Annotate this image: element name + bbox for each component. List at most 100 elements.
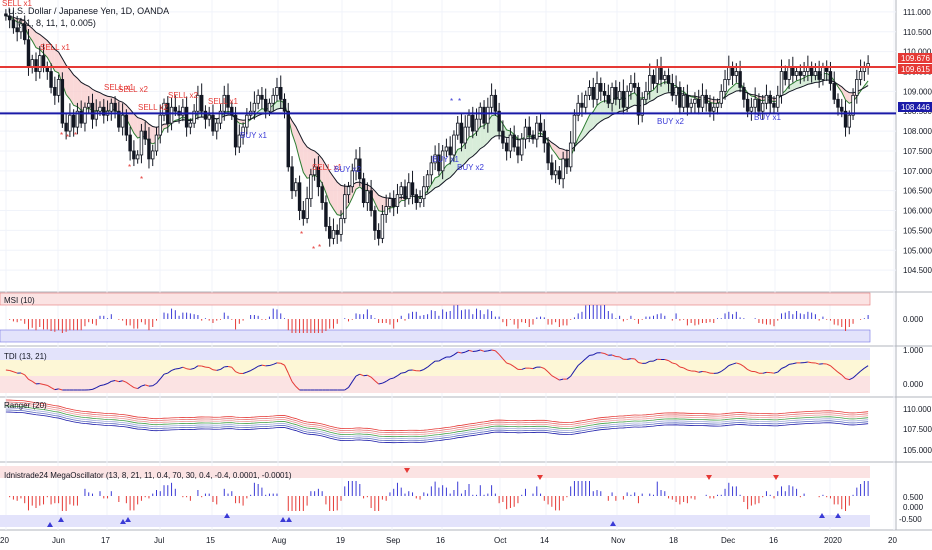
tdi-line-segment <box>675 363 681 368</box>
price-tick-label: 108.000 <box>903 127 932 136</box>
tdi-line-segment <box>777 368 782 373</box>
cloud-segment <box>811 74 816 84</box>
candle-body <box>188 122 193 128</box>
tdi-line-segment <box>653 358 658 362</box>
tdi-line-segment <box>374 380 379 385</box>
cloud-segment <box>66 65 70 100</box>
sell-signal: SELL x1 <box>312 163 342 172</box>
candle-body <box>162 102 166 116</box>
candle-body <box>715 102 720 108</box>
candle-body <box>203 110 208 120</box>
candle-body <box>452 134 456 156</box>
candle-body <box>828 71 833 84</box>
mega-oscillator-pane <box>0 466 870 527</box>
candle-body <box>625 90 629 108</box>
tdi-line-segment <box>190 367 195 370</box>
candle-body <box>331 230 336 239</box>
time-tick-label: Jul <box>154 536 164 545</box>
candle-body <box>557 170 562 180</box>
candle-body <box>211 114 215 132</box>
cloud-segment <box>77 78 82 111</box>
tdi-line-segment <box>453 351 458 356</box>
ranger-band-line <box>5 399 869 432</box>
tdi-line-segment <box>600 352 605 354</box>
candle-body <box>527 126 531 136</box>
cloud-segment <box>51 44 55 72</box>
candle-body <box>279 86 283 100</box>
candle-body <box>568 142 573 168</box>
cloud-segment <box>480 125 485 149</box>
tdi-line-segment <box>589 354 594 356</box>
tdi-line-segment <box>438 358 443 362</box>
cloud-segment <box>58 52 63 85</box>
candle-body <box>523 126 528 140</box>
candle-body <box>444 146 449 152</box>
tdi-line-segment <box>242 371 248 374</box>
tdi-line-segment <box>807 361 812 364</box>
cloud-segment <box>732 83 737 93</box>
mega-buy-marker <box>610 521 616 526</box>
candle-body <box>745 98 750 112</box>
candle-body <box>380 214 385 239</box>
tdi-line-segment <box>770 372 775 374</box>
candle-body <box>663 75 667 80</box>
candle-body <box>19 23 23 33</box>
candle-body <box>779 71 784 96</box>
cloud-segment <box>299 134 304 173</box>
candle-body <box>169 106 174 124</box>
candle-body <box>154 134 159 152</box>
candle-body <box>199 94 204 112</box>
candle-body <box>56 79 61 96</box>
candle-body <box>192 110 196 124</box>
mega-label: Idnistrade24 MegaOscillator (13, 8, 21, … <box>4 471 292 480</box>
mega-buy-marker <box>120 519 126 524</box>
tdi-line-segment <box>186 368 191 370</box>
cloud-segment <box>374 190 379 211</box>
candle-body <box>34 59 38 72</box>
tdi-line-segment <box>837 371 843 376</box>
candle-body <box>45 67 50 72</box>
candle-body <box>640 98 644 116</box>
tdi-line-segment <box>717 370 722 374</box>
tdi-label: TDI (13, 21) <box>4 352 47 361</box>
candle-body <box>98 106 102 112</box>
tdi-line-segment <box>88 388 93 391</box>
candle-body <box>86 102 91 108</box>
mega-buy-marker <box>125 517 131 522</box>
tdi-line-segment <box>720 368 726 372</box>
msi-pane <box>0 292 871 343</box>
tdi-line-segment <box>804 361 808 364</box>
tdi-line-segment <box>103 383 108 386</box>
tdi-line-segment <box>672 362 677 365</box>
cloud-segment <box>100 92 104 112</box>
candle-body <box>847 114 852 128</box>
candle-body <box>719 90 723 104</box>
candle-body <box>636 86 641 116</box>
candle-body <box>267 102 272 112</box>
cloud-segment <box>465 137 470 164</box>
tdi-line-segment <box>351 375 357 382</box>
tdi-tick-top: 1.000 <box>903 346 924 355</box>
ranger-band-line <box>5 401 869 434</box>
cloud-segment <box>303 141 308 179</box>
cloud-segment <box>54 49 59 73</box>
price-tick-label: 105.000 <box>903 246 932 255</box>
tdi-line-segment <box>476 349 481 352</box>
candle-body <box>535 122 539 140</box>
buy-signal: BUY x1 <box>432 155 460 164</box>
buy-signal: BUY x1 <box>754 113 782 122</box>
tdi-line-segment <box>114 380 119 383</box>
candle-body <box>376 230 381 239</box>
candle-body <box>64 122 68 132</box>
candle-body <box>497 110 501 132</box>
candle-body <box>120 114 125 128</box>
tdi-line-segment <box>9 369 14 373</box>
cloud-segment <box>333 176 338 215</box>
candle-body <box>787 67 791 80</box>
cloud-segment <box>645 91 650 105</box>
candle-body <box>305 198 309 219</box>
tdi-line-segment <box>495 350 500 355</box>
candle-body <box>798 71 803 76</box>
price-tick-label: 111.000 <box>903 8 931 17</box>
candle-body <box>215 122 219 132</box>
